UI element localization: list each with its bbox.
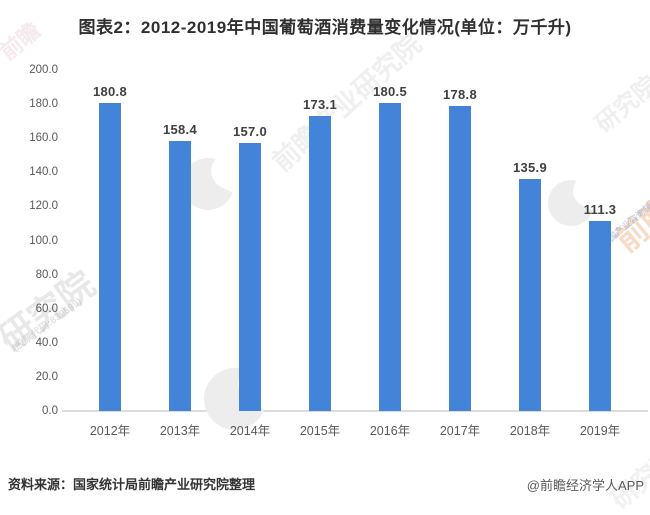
y-tick-label: 140.0 (29, 166, 58, 179)
bar-value-label: 158.4 (162, 122, 198, 137)
bar (379, 103, 401, 411)
bar-value-label: 111.3 (583, 202, 617, 217)
x-axis-label: 2014年 (229, 424, 271, 438)
y-tick-label: 200.0 (29, 64, 58, 76)
y-tick-label: 20.0 (35, 370, 58, 383)
y-tick-label: 180.0 (29, 98, 58, 111)
chart-title: 图表2：2012-2019年中国葡萄酒消费量变化情况(单位：万千升) (78, 18, 572, 37)
bar (449, 106, 471, 411)
bar-column: 135.9 (495, 70, 565, 411)
bar-value-label: 173.1 (302, 97, 338, 112)
bar-value-label: 157.0 (232, 124, 268, 139)
x-axis-label: 2018年 (509, 424, 551, 438)
bar (169, 141, 191, 411)
plot-area: 180.8 158.4 157.0 173.1 180.5 178.8 135.9 111.3 (75, 70, 635, 411)
y-tick-label: 60.0 (35, 302, 58, 315)
x-axis-label: 2013年 (159, 424, 201, 438)
bar-value-label: 180.8 (92, 84, 128, 99)
bar (99, 103, 121, 411)
y-tick-label: 100.0 (29, 234, 58, 247)
y-tick-label: 160.0 (29, 132, 58, 145)
bar-value-label: 180.5 (372, 84, 408, 99)
y-tick-label: 80.0 (35, 268, 58, 281)
bar-value-label: 178.8 (442, 87, 478, 102)
bar-value-label: 135.9 (512, 160, 548, 175)
y-tick-label: 120.0 (29, 200, 58, 213)
bar-column: 173.1 (285, 70, 355, 411)
bar-column: 180.5 (355, 70, 425, 411)
source-note: 资料来源：国家统计局前瞻产业研究院整理 (8, 477, 256, 492)
x-axis-line (62, 410, 648, 412)
bar (239, 143, 261, 411)
y-tick-label: 0.0 (42, 405, 58, 417)
bar-column: 158.4 (145, 70, 215, 411)
bar-column: 178.8 (425, 70, 495, 411)
x-axis: 2012年 2013年 2014年 2015年 2016年 2017年 2018年 2019年 (75, 420, 635, 439)
bar-column: 111.3 (565, 70, 635, 411)
bar (589, 221, 611, 411)
x-axis-label: 2017年 (439, 424, 481, 438)
y-tick-label: 40.0 (35, 336, 58, 349)
bar (519, 179, 541, 411)
bar-column: 180.8 (75, 70, 145, 411)
x-axis-label: 2019年 (579, 424, 621, 438)
x-axis-label: 2015年 (299, 424, 341, 438)
bar-column: 157.0 (215, 70, 285, 411)
credit-note: @前瞻经济学人APP (526, 478, 644, 493)
x-axis-label: 2012年 (89, 424, 131, 438)
bar (309, 116, 331, 411)
x-axis-label: 2016年 (369, 424, 411, 438)
